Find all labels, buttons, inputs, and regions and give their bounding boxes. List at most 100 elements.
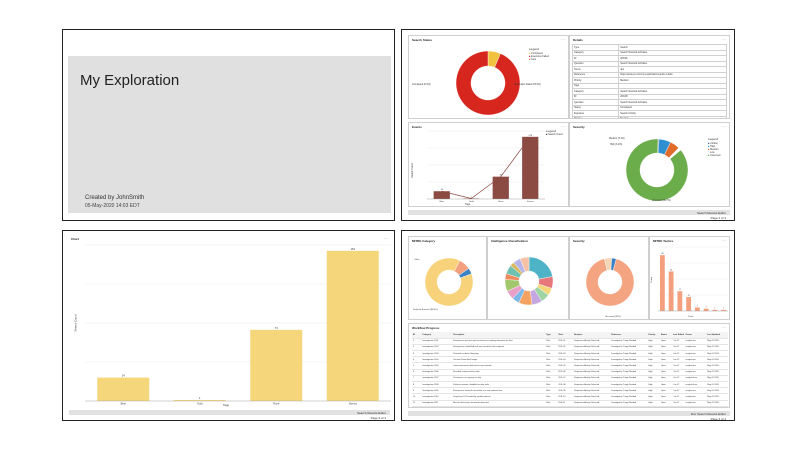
panel-title: MITRE Category (412, 239, 436, 243)
legend-title: Legend (708, 137, 719, 141)
intelligence-classification-panel[interactable]: Intelligence Classification (487, 236, 569, 320)
pie-slice (424, 257, 474, 307)
table-row: Question Search Network Activities (571, 60, 727, 67)
panel-menu-icon[interactable]: ⋯ (561, 124, 565, 129)
legend-title: Legend (546, 129, 557, 133)
pie-slice (458, 268, 472, 279)
panel-title: Workflow Progress (412, 326, 440, 330)
table-row[interactable]: 6 Investigation 1006 Encoded command execu… (412, 369, 728, 376)
bar (677, 291, 683, 311)
panel-title: Intelligence Classification (491, 239, 528, 243)
panel-menu-icon[interactable]: ⋯ (722, 325, 726, 330)
donut-label: Defense Evasion (88.0%) (413, 309, 438, 311)
footer-text: Doc Search Results Editor (690, 412, 726, 416)
tick-label: Blue (121, 402, 127, 406)
bar (492, 176, 509, 199)
bar (250, 329, 303, 401)
table-row[interactable]: 8 Investigation 1008 Defense evasion: disa… (412, 381, 728, 389)
bar (686, 297, 692, 311)
column-header[interactable]: Status (659, 332, 673, 339)
column-header[interactable]: ID (412, 332, 422, 339)
column-header[interactable]: Last Updated (706, 332, 728, 339)
tick-label: Rose (273, 402, 280, 406)
severity-donut (585, 257, 635, 307)
data-label: 24 (122, 374, 125, 378)
table-row[interactable]: 1 Investigation 1001 A suspicious process … (412, 338, 728, 345)
table-row: Status Completed (571, 104, 727, 111)
pie-slice (519, 256, 530, 272)
column-header[interactable]: Analysis (573, 332, 611, 339)
workflow-table: ID Category Description Type Rule Analysis Ref… (412, 332, 728, 407)
details-panel[interactable]: Details ⋯ Type Search Category Search Netwo… (569, 35, 730, 119)
y-axis-title: Search Count (73, 314, 78, 332)
series-line (441, 136, 531, 199)
data-label: 34 (670, 269, 672, 271)
mitre-category-panel[interactable]: MITRE Category Defense Evasion (88.0%) O… (408, 236, 487, 320)
panel-menu-icon[interactable]: ⋯ (722, 124, 726, 129)
search-status-panel[interactable]: Search Status ⋯ Legend ■ Completed ■ Exec… (408, 35, 569, 119)
y-axis-title: Search Count (410, 163, 414, 178)
bar (97, 377, 150, 401)
panel-title: Severity (573, 125, 585, 129)
column-header[interactable]: Last Edited (672, 332, 685, 339)
column-header[interactable]: Rule (557, 332, 574, 339)
table-row[interactable]: 10 Investigation 1010 Suspicious DLL loade… (412, 393, 728, 401)
column-header[interactable]: Owner (684, 332, 707, 339)
panel-menu-icon[interactable]: ⋯ (561, 37, 565, 42)
report-page-1[interactable]: My Exploration Created by JohnSmith 05-M… (62, 29, 395, 221)
report-page-3[interactable]: Chart ⋯ 24 Blue 1 Gold 73 Rose 154 Sienna Tags … (62, 230, 395, 421)
x-axis-title: Tactic (688, 316, 694, 318)
column-header[interactable]: Type (545, 332, 558, 339)
bar (173, 400, 226, 401)
table-row[interactable]: 7 Investigation 1007 Persistence via regis… (412, 375, 728, 383)
report-page-4[interactable]: MITRE Category Defense Evasion (88.0%) O… (401, 230, 735, 421)
table-row: Terms dns (571, 66, 727, 73)
report-page-2[interactable]: Search Status ⋯ Legend ■ Completed ■ Exec… (401, 29, 735, 221)
data-label: 1 (199, 396, 201, 400)
events-panel[interactable]: Events ⋯ 16 Blue 1 Gold 46 Rose 128 Sienna Lege… (408, 122, 569, 207)
data-label: 128 (528, 135, 532, 137)
table-row[interactable]: 5 Investigation 1005 Lateral movement dete… (412, 362, 728, 370)
data-label: 12 (688, 295, 690, 297)
donut-label: Unscored (86.7%) (652, 200, 671, 202)
mitre-tactics-bar-chart: 48 34 17 12 3 2 1 1 (658, 246, 728, 312)
column-header[interactable]: Description (452, 332, 546, 339)
panel-menu-icon[interactable]: ⋯ (722, 238, 726, 243)
table-row[interactable]: 4 Investigation 1004 Unusual PowerShell us… (412, 356, 728, 364)
column-header[interactable]: Priority (647, 332, 660, 339)
footer-bar (69, 410, 390, 415)
bar (712, 309, 718, 311)
mitre-category-donut (424, 257, 474, 307)
page-number: Page 3 of 4 (370, 416, 386, 420)
x-axis-title: Tags (223, 403, 229, 407)
legend-item: ■ Sent (529, 58, 537, 61)
table-row: Exposure Search Activity (571, 110, 727, 117)
table-row[interactable]: 12Investigation 1012Process injection in… (412, 406, 728, 407)
table-row[interactable]: 2 Investigation 1002 A suspicious schedule… (412, 344, 728, 352)
mitre-tactics-panel[interactable]: MITRE Tactics ⋯ 48 34 17 12 3 2 1 1 Count Tacti… (649, 236, 730, 320)
panel-menu-icon[interactable]: ⋯ (384, 236, 388, 241)
bar (522, 136, 539, 199)
table-row: Question Search Network Activities (571, 99, 727, 106)
y-axis-title: Count (650, 277, 653, 283)
search-count-bar-chart: 24 Blue 1 Gold 73 Rose 154 Sienna (85, 244, 391, 406)
tick-label: Gold (469, 201, 474, 203)
search-status-donut (455, 50, 521, 116)
table-row[interactable]: 3 Investigation 1003 Potential credential … (412, 350, 728, 358)
table-row[interactable]: 9 Investigation 1009 A suspicious network … (412, 387, 728, 395)
panel-title: Search Status (412, 38, 433, 42)
bar (721, 309, 727, 311)
panel-menu-icon[interactable]: ⋯ (722, 37, 726, 42)
table-row[interactable]: 11 Investigation 1011 Account discovery co… (412, 400, 728, 407)
severity-panel[interactable]: Severity ⋯ Legend ■ Critical ■ High ■ Medi… (569, 122, 730, 207)
severity-panel[interactable]: Severity Unscored (92%) (569, 236, 649, 320)
tick-label: Sienna (527, 201, 535, 203)
data-label: 1 (714, 308, 715, 310)
data-label: 3 (697, 306, 698, 308)
tick-label: Gold (197, 402, 203, 406)
column-header[interactable]: Category (421, 332, 453, 339)
workflow-progress-panel[interactable]: Workflow Progress ⋯ ID Category Descriptio… (408, 323, 730, 408)
column-header[interactable]: Reference (610, 332, 648, 339)
data-label: 17 (679, 289, 681, 291)
